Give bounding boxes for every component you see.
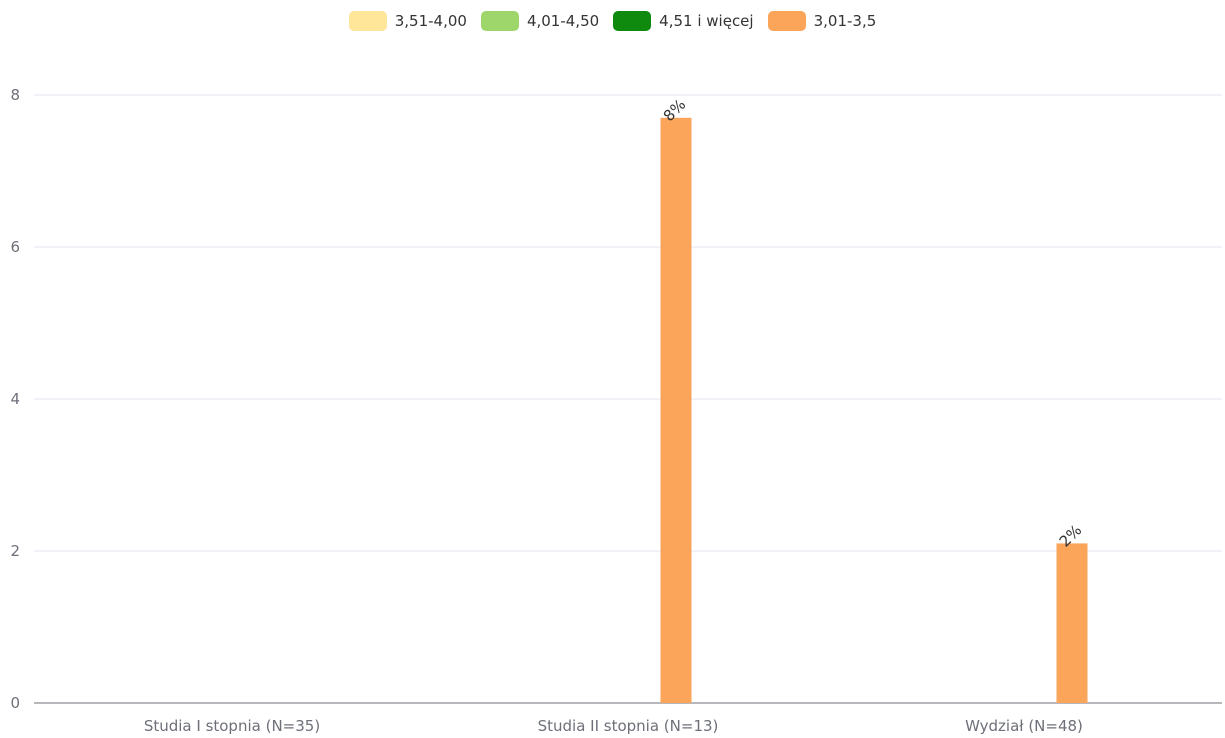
legend-item-4-01-4-50[interactable]: 4,01-4,50 [480,11,600,31]
x-tick-label-1: Studia II stopnia (N=13) [538,717,719,735]
x-tick-label-0: Studia I stopnia (N=35) [144,717,320,735]
y-tick-label-6: 6 [10,238,20,256]
x-tick-label-2: Wydział (N=48) [965,717,1083,735]
legend-item-4-51-i-wiecej[interactable]: 4,51 i więcej [613,11,754,31]
y-tick-label-4: 4 [10,390,20,408]
chart-legend: 3,51-4,00 4,01-4,50 4,51 i więcej 3,01-3… [0,8,1225,34]
legend-label-3-01-3-5: 3,01-3,5 [813,12,877,30]
legend-label-4-51-i-wiecej: 4,51 i więcej [659,12,754,30]
legend-label-4-01-4-50: 4,01-4,50 [526,12,600,30]
legend-swatch-3-51-4-00 [348,11,387,31]
legend-swatch-4-51-i-wiecej [613,11,652,31]
legend-swatch-3-01-3-5 [767,11,806,31]
legend-item-3-01-3-5[interactable]: 3,01-3,5 [767,11,877,31]
legend-swatch-4-01-4-50 [480,11,519,31]
legend-label-3-51-4-00: 3,51-4,00 [394,12,467,30]
legend-item-3-51-4-00[interactable]: 3,51-4,00 [348,11,467,31]
y-tick-label-0: 0 [10,694,20,712]
bar-3-1 [660,117,692,704]
y-tick-label-2: 2 [10,542,20,560]
y-tick-label-8: 8 [10,86,20,104]
bar-3-2 [1056,543,1088,703]
